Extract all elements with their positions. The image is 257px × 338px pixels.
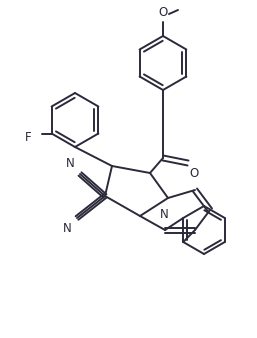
Text: N: N bbox=[66, 157, 74, 170]
Text: N: N bbox=[63, 222, 71, 235]
Text: F: F bbox=[25, 131, 32, 144]
Text: N: N bbox=[160, 208, 168, 221]
Text: O: O bbox=[189, 167, 198, 180]
Text: O: O bbox=[158, 6, 167, 19]
